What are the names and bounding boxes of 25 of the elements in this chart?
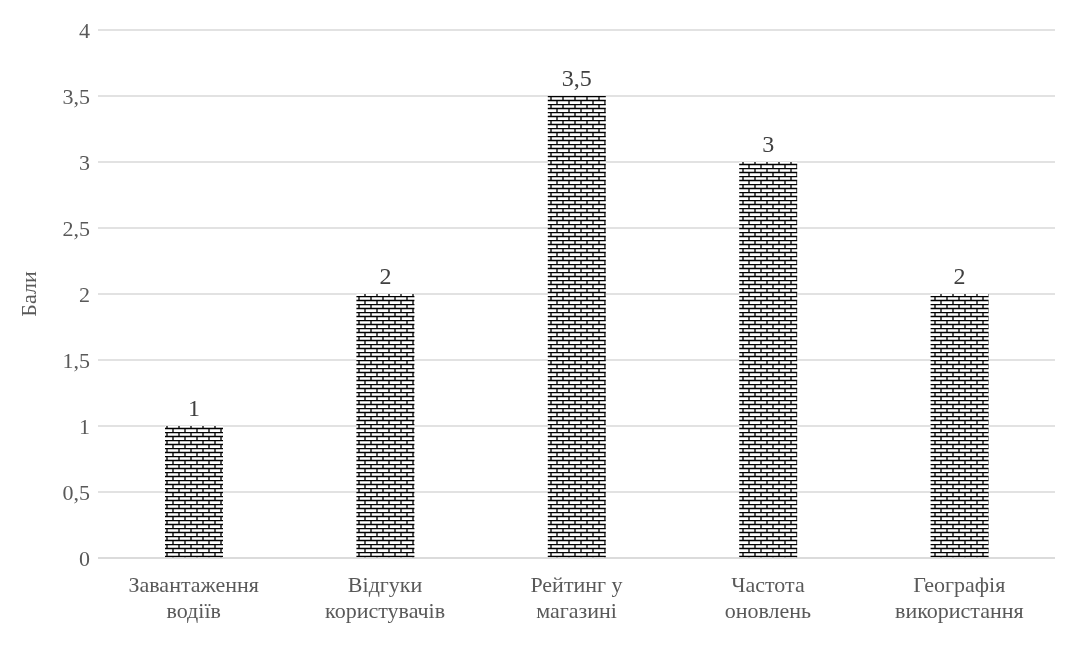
y-tick-label: 2,5 — [62, 215, 90, 241]
data-label: 1 — [188, 395, 200, 421]
bar — [547, 96, 606, 558]
y-tick-label: 1,5 — [62, 347, 90, 373]
data-label: 2 — [953, 263, 966, 289]
x-tick-label: Завантаження водіїв — [128, 572, 259, 623]
y-tick-label: 0 — [79, 545, 90, 571]
y-tick-label: 1 — [79, 413, 90, 439]
bar — [739, 162, 798, 558]
y-tick-label: 0,5 — [62, 479, 90, 505]
y-axis-title: Бали — [15, 271, 41, 317]
bar — [356, 294, 415, 558]
data-label: 3 — [762, 131, 775, 157]
data-label: 2 — [379, 263, 392, 289]
x-tick-label: Географія використання — [895, 572, 1024, 623]
y-tick-label: 3,5 — [62, 83, 90, 109]
y-tick-label: 4 — [79, 17, 90, 43]
bar — [165, 426, 223, 558]
x-tick-label: Частота оновлень — [724, 572, 812, 623]
data-label: 3,5 — [561, 65, 592, 91]
x-tick-label: Відгуки користувачів — [325, 572, 446, 623]
y-tick-label: 3 — [79, 149, 90, 175]
x-tick-label: Рейтинг у магазині — [530, 572, 623, 623]
bar — [930, 294, 989, 558]
y-tick-label: 2 — [79, 281, 90, 307]
